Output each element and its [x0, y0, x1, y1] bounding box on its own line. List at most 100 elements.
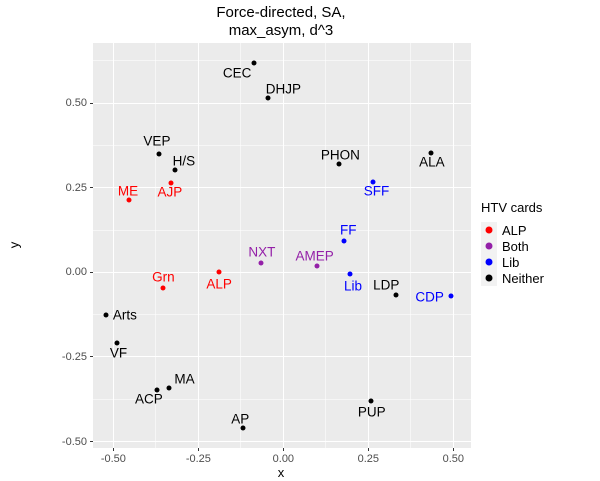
- x-tick-label: -0.25: [185, 453, 211, 465]
- data-point-Grn: [160, 285, 166, 291]
- x-tick-label: 0.25: [357, 453, 380, 465]
- data-point-FF: [341, 238, 347, 244]
- x-tick-label: -0.50: [100, 453, 126, 465]
- gridline-horizontal-minor: [93, 229, 471, 231]
- gridline-horizontal-minor: [93, 145, 471, 147]
- data-point-Lib: [347, 271, 353, 277]
- x-tick-mark: [367, 448, 369, 451]
- point-label-VEP: VEP: [143, 133, 171, 149]
- x-tick-mark: [197, 448, 199, 451]
- chart-title-line2: max_asym, d^3: [228, 22, 334, 39]
- x-tick-mark: [112, 448, 114, 451]
- point-label-FF: FF: [339, 222, 357, 238]
- legend-key: [481, 222, 497, 238]
- data-point-NXT: [258, 260, 264, 266]
- data-point-VEP: [156, 151, 162, 157]
- x-tick-label: 0.00: [272, 453, 295, 465]
- y-tick-mark: [90, 271, 93, 273]
- data-point-ME: [126, 197, 132, 203]
- point-label-ME: ME: [117, 183, 139, 199]
- point-label-ACP: ACP: [135, 391, 163, 407]
- point-label-AJP: AJP: [157, 184, 183, 200]
- data-point-PHON: [336, 161, 342, 167]
- gridline-horizontal-major: [93, 102, 471, 104]
- legend-item-Lib: Lib: [481, 254, 544, 270]
- chart-title-line1: Force-directed, SA,: [216, 4, 346, 21]
- y-tick-mark: [90, 102, 93, 104]
- legend-item-label: ALP: [502, 222, 527, 238]
- gridline-vertical-major: [452, 43, 454, 448]
- legend-item-ALP: ALP: [481, 222, 544, 238]
- point-label-PUP: PUP: [357, 404, 386, 420]
- data-point-AP: [240, 425, 246, 431]
- data-point-SFF: [370, 179, 376, 185]
- y-tick-label: -0.50: [61, 435, 87, 448]
- legend-items: ALP Both Lib Neither: [481, 222, 544, 286]
- legend-item-Both: Both: [481, 238, 544, 254]
- point-label-PHON: PHON: [320, 147, 360, 163]
- y-tick-label: -0.25: [61, 350, 87, 363]
- gridline-horizontal-major: [93, 271, 471, 273]
- point-label-DHJP: DHJP: [265, 81, 302, 97]
- point-label-NXT: NXT: [248, 244, 276, 260]
- gridline-horizontal-major: [93, 441, 471, 443]
- gridline-horizontal-minor: [93, 60, 471, 62]
- x-tick-mark: [282, 448, 284, 451]
- gridline-vertical-major: [282, 43, 284, 448]
- legend-key: [481, 254, 497, 270]
- legend-item-label: Lib: [502, 254, 520, 270]
- data-point-ALP: [216, 269, 222, 275]
- legend-dot-icon: [485, 242, 493, 250]
- point-label-Grn: Grn: [152, 269, 175, 285]
- point-label-AMEP: AMEP: [295, 248, 334, 264]
- legend-item-label: Both: [502, 238, 529, 254]
- legend-item-label: Neither: [502, 270, 544, 286]
- point-label-ALA: ALA: [419, 154, 445, 170]
- legend-dot-icon: [485, 226, 493, 234]
- point-label-CEC: CEC: [222, 65, 252, 81]
- legend-title: HTV cards: [481, 200, 543, 215]
- y-tick-label: 0.50: [65, 97, 87, 110]
- x-axis-title: x: [277, 465, 285, 480]
- point-label-CDP: CDP: [415, 289, 444, 305]
- data-point-LDP: [393, 292, 399, 298]
- gridline-vertical-major: [367, 43, 369, 448]
- legend-item-Neither: Neither: [481, 270, 544, 286]
- data-point-PUP: [368, 398, 374, 404]
- legend-key: [481, 270, 497, 286]
- data-point-ACP: [154, 387, 160, 393]
- point-label-H/S: H/S: [172, 153, 196, 169]
- point-label-MA: MA: [174, 371, 195, 387]
- y-tick-label: 0.25: [65, 181, 87, 194]
- legend-dot-icon: [485, 274, 493, 282]
- gridline-vertical-minor: [240, 43, 242, 448]
- y-tick-mark: [90, 356, 93, 358]
- data-point-DHJP: [265, 95, 271, 101]
- plot-panel: ME AJP Grn ALP NXT AMEP SFF FF Lib CDP CEC DHJP VEP H…: [93, 43, 471, 448]
- gridline-vertical-major: [197, 43, 199, 448]
- point-label-ALP: ALP: [206, 276, 232, 292]
- gridline-horizontal-major: [93, 356, 471, 358]
- y-tick-mark: [90, 187, 93, 189]
- gridline-horizontal-major: [93, 187, 471, 189]
- point-label-Arts: Arts: [112, 307, 137, 323]
- y-tick-mark: [90, 441, 93, 443]
- gridline-vertical-minor: [410, 43, 412, 448]
- legend: HTV cards ALP Both Lib Neither: [481, 200, 544, 286]
- data-point-VF: [114, 340, 120, 346]
- data-point-Arts: [103, 312, 109, 318]
- legend-key: [481, 238, 497, 254]
- gridline-vertical-minor: [325, 43, 327, 448]
- gridline-horizontal-minor: [93, 314, 471, 316]
- gridline-horizontal-minor: [93, 398, 471, 400]
- y-axis-title: y: [6, 241, 22, 249]
- chart-title: Force-directed, SA, max_asym, d^3: [216, 4, 345, 40]
- point-label-LDP: LDP: [373, 277, 400, 293]
- point-label-SFF: SFF: [363, 183, 390, 199]
- data-point-AMEP: [314, 263, 320, 269]
- point-label-Lib: Lib: [343, 278, 362, 294]
- x-tick-mark: [452, 448, 454, 451]
- legend-dot-icon: [485, 258, 493, 266]
- point-label-AP: AP: [231, 411, 250, 427]
